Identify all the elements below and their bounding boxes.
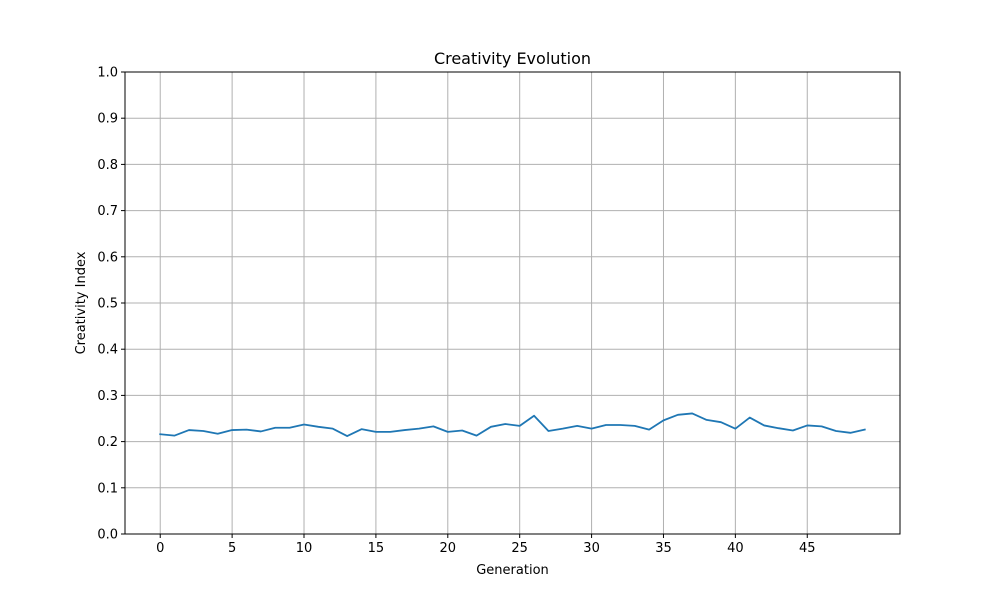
ticks: 0 5 10 15 20 25 30 35 40 45 0.0 0.1 0.2 0.3 0.4 0.5 0.6 0… [97, 66, 815, 557]
y-tick-label: 0.7 [97, 204, 118, 219]
x-tick-label: 30 [583, 541, 600, 556]
x-tick-label: 10 [296, 541, 313, 556]
x-tick-label: 45 [799, 541, 816, 556]
y-tick-label: 0.4 [97, 343, 118, 358]
x-tick-label: 15 [368, 541, 385, 556]
y-tick-label: 0.5 [97, 297, 118, 312]
series-layer [159, 412, 866, 437]
chart-title: Creativity Evolution [434, 49, 591, 68]
x-tick-label: 25 [511, 541, 528, 556]
y-tick-label: 0.8 [97, 158, 118, 173]
y-tick-label: 0.9 [97, 112, 118, 127]
grid [125, 71, 900, 535]
y-tick-label: 0.0 [97, 528, 118, 543]
x-axis-label: Generation [476, 563, 549, 578]
y-tick-label: 0.6 [97, 250, 118, 265]
y-axis-label: Creativity Index [74, 251, 89, 354]
y-tick-label: 0.3 [97, 389, 118, 404]
y-tick-label: 1.0 [97, 66, 118, 81]
x-tick-label: 35 [655, 541, 672, 556]
x-tick-label: 5 [228, 541, 236, 556]
x-tick-label: 20 [440, 541, 457, 556]
y-tick-label: 0.1 [97, 481, 118, 496]
x-tick-label: 0 [156, 541, 164, 556]
series-line [159, 412, 866, 437]
y-tick-label: 0.2 [97, 435, 118, 450]
x-tick-label: 40 [727, 541, 744, 556]
